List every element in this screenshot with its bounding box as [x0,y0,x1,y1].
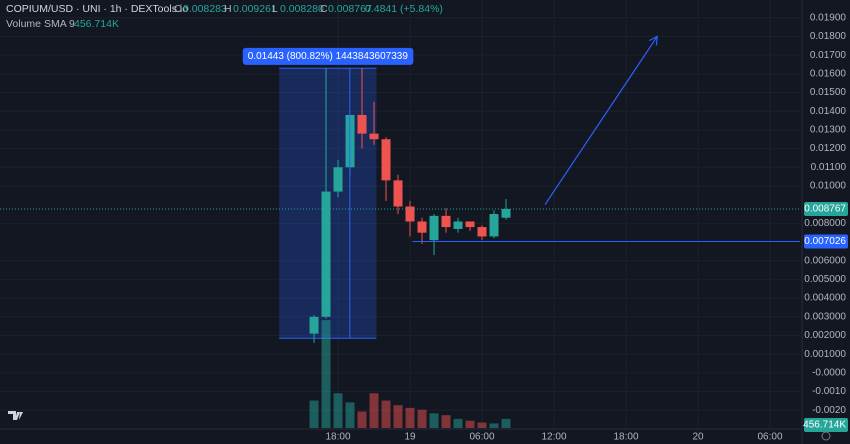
y-tick-label: 0.004000 [804,293,846,304]
candle-body [369,133,379,140]
y-tick-label: 0.008000 [804,218,846,229]
ohlc-label: H [224,3,232,15]
ohlc-label: O [174,3,182,15]
axes: 0.01900 0.01800 0.01700 0.01600 0.01500 0.014… [326,12,848,443]
x-tick-label: 19 [404,432,416,443]
candle-body [357,114,367,134]
y-tick-label: 0.003000 [804,311,846,322]
ohlc-label: C [320,3,328,15]
ohlc-value: 0.008280 [280,3,324,15]
volume-bar [453,418,463,428]
y-tick-label: 0.002000 [804,330,846,341]
volume-bar [369,393,379,428]
measure-label: 0.01443 (800.82%) 1443843607339 [248,51,409,62]
volume-value: 456.714K [74,18,119,30]
price-badge [804,418,848,432]
y-tick-label: -0.0000 [812,368,846,379]
x-tick-label: 06:00 [757,432,782,443]
y-tick-label: 0.01600 [810,68,847,79]
volume-bar [465,420,475,428]
volume-bar [477,422,487,428]
y-tick-label: 0.01300 [810,125,847,136]
x-tick-label: 20 [692,432,704,443]
settings-icon [821,431,831,441]
candle-body [405,206,415,222]
volume-bar [381,400,391,428]
candle-body [381,139,391,181]
volume-bar [417,409,427,428]
gear [821,431,831,441]
x-tick-label: 06:00 [470,432,495,443]
y-tick-label: 0.01800 [810,31,847,42]
ohlc-value: 0.008767 [328,3,372,15]
candle-body [417,221,427,233]
y-tick-label: -0.0010 [812,386,846,397]
measure-label-bg [242,47,414,65]
candle-body [489,214,499,237]
y-tick-label: 0.01400 [810,106,847,117]
ohlc-label: L [272,3,278,15]
candle-body [501,209,511,218]
price-badge-label: 456.714K [803,420,846,431]
volume-bar [441,415,451,428]
volume-bar [309,400,319,428]
volume-bar [333,393,343,428]
price-badge-label: 0.007026 [804,236,846,247]
y-tick-label: 0.006000 [804,255,846,266]
volume-bar [501,418,511,428]
candle-body [429,215,439,241]
y-tick-label: 0.01900 [810,12,847,23]
candle-body [441,215,451,228]
header: COPIUM/USD · UNI · 1h · DEXTools.io O 0.… [6,3,443,30]
y-tick-label: 0.01100 [811,162,847,173]
volume-bar [429,413,439,428]
candle-body [333,167,343,192]
candle-body [465,221,475,228]
volume-bar [357,411,367,428]
logo [8,411,23,420]
y-tick-label: 0.01700 [810,50,847,61]
price-badge [804,202,848,217]
logo-shape [8,411,23,420]
x-tick-label: 18:00 [613,432,638,443]
symbol: COPIUM/USD · UNI · 1h · DEXTools.io [6,3,188,15]
price-badge-label: 0.008767 [804,204,846,215]
change: 0.4841 (+5.84%) [365,3,443,15]
plot: 0.01443 (800.82%) 1443843607339 [0,35,800,428]
y-tick-label: 0.005000 [804,274,846,285]
trend-line [544,36,658,205]
candle-body [477,227,487,237]
price-badge [804,234,848,249]
volume-bar [321,320,331,428]
volume-label: Volume SMA 9 [6,18,75,30]
y-tick-label: 0.01000 [810,181,847,192]
candle-body [453,221,463,229]
candle-body [321,191,331,317]
volume-bar [393,405,403,428]
y-tick-label: 0.01500 [810,87,847,98]
arrow-head [648,35,658,46]
volume-bar [345,402,355,428]
volume-bar [405,407,415,428]
candle-body [393,180,403,207]
y-tick-label: 0.001000 [804,349,846,360]
x-tick-label: 18:00 [326,432,351,443]
ohlc-value: 0.009261 [233,3,277,15]
ohlc-value: 0.008283 [183,3,227,15]
volume-bar [489,423,499,428]
y-tick-label: -0.0020 [812,405,846,416]
y-tick-label: 0.01200 [810,143,847,154]
candle-body [309,316,319,334]
x-tick-label: 12:00 [541,432,566,443]
